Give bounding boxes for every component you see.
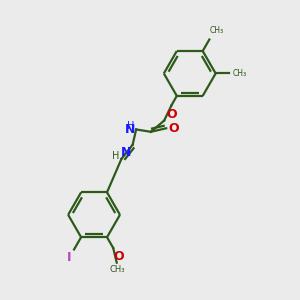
Text: N: N bbox=[121, 146, 131, 159]
Text: O: O bbox=[166, 108, 177, 121]
Text: CH₃: CH₃ bbox=[110, 265, 125, 274]
Text: H: H bbox=[112, 151, 119, 161]
Text: H: H bbox=[127, 121, 134, 131]
Text: O: O bbox=[114, 250, 124, 263]
Text: I: I bbox=[67, 251, 71, 264]
Text: O: O bbox=[169, 122, 179, 135]
Text: CH₃: CH₃ bbox=[233, 69, 247, 78]
Text: N: N bbox=[125, 123, 136, 136]
Text: CH₃: CH₃ bbox=[210, 26, 224, 35]
